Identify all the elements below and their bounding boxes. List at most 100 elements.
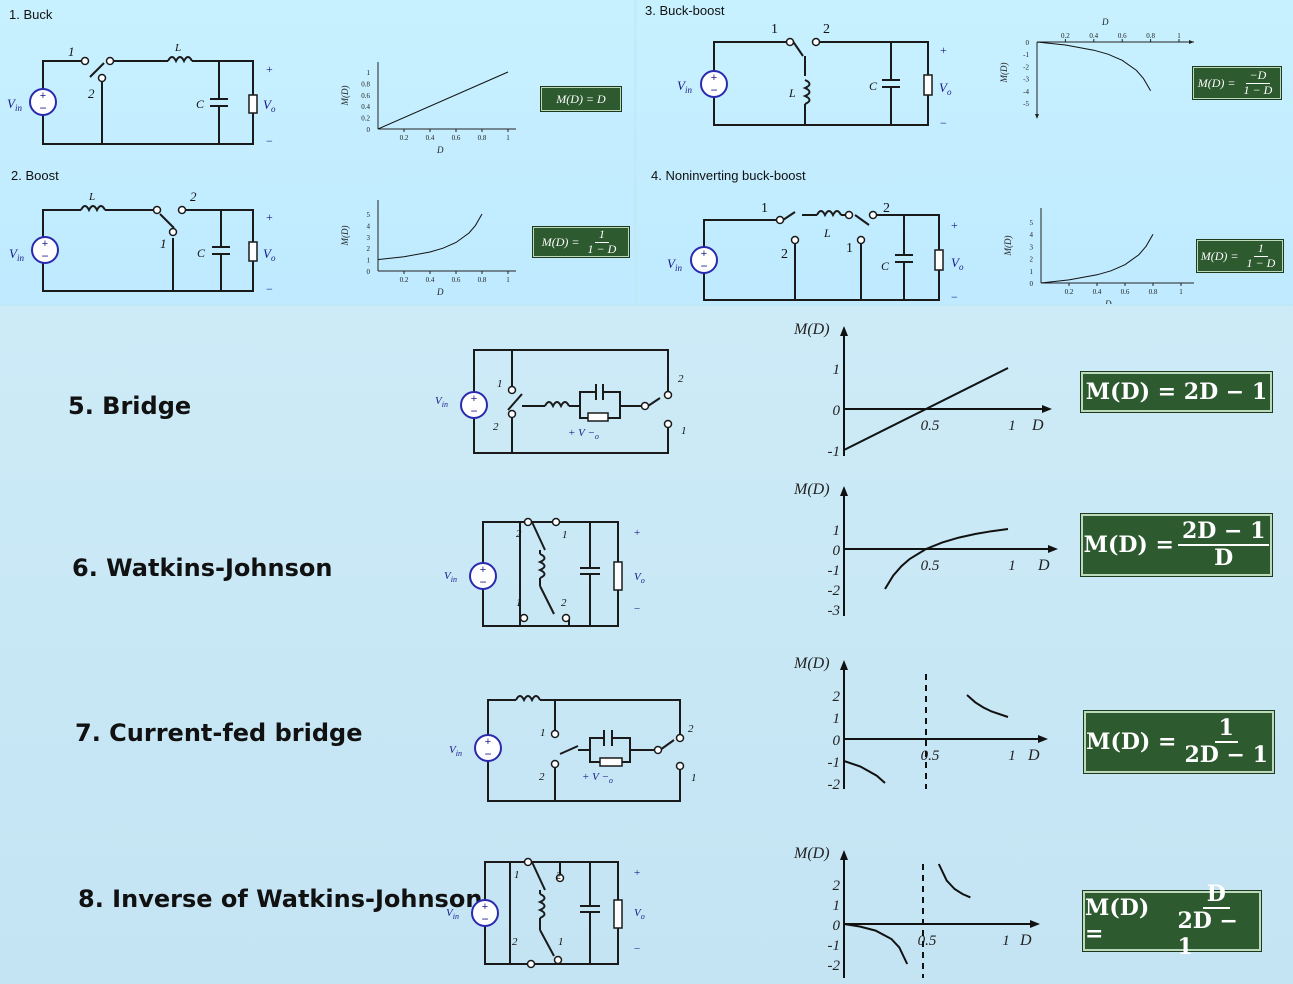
boost-inductor <box>80 205 106 213</box>
noninv-title: 4. Noninverting buck-boost <box>651 168 806 183</box>
cf-inductor <box>515 695 541 703</box>
iwj-capacitor <box>580 905 600 913</box>
x-tick-label: 0.6 <box>1121 288 1130 296</box>
x-axis-arrow <box>1042 405 1052 413</box>
ni-wire-right <box>875 214 940 250</box>
bb-capacitor <box>882 79 900 88</box>
buck-label-1: 1 <box>68 44 75 59</box>
br-label-2: 2 <box>493 421 499 433</box>
iwj-node-2b <box>526 959 536 969</box>
wj-node-1b <box>519 613 529 623</box>
cfbridge-formula: M(D) = 1 2D − 1 <box>1084 711 1274 773</box>
bb-source-icon: + − <box>700 70 728 98</box>
buck-switch-blade <box>89 62 105 78</box>
x-tick-label: 1 <box>506 134 510 142</box>
x-axis-label: D <box>1037 557 1050 574</box>
bb-vin-label: Vin <box>677 78 692 95</box>
y-axis-label: M(D) <box>340 226 350 247</box>
x-tick-label: 0.2 <box>400 276 409 284</box>
x-axis-label: D <box>1031 417 1044 434</box>
y-tick-label: -1 <box>828 444 841 460</box>
iwj-label-1: 1 <box>514 869 520 881</box>
br-label-1: 1 <box>497 378 503 390</box>
svg-text:+: + <box>701 248 707 260</box>
cf-label-2r: 2 <box>688 723 694 735</box>
wj-node-1 <box>551 517 561 527</box>
svg-text:+: + <box>485 736 491 748</box>
cf-node-1-right <box>675 761 685 771</box>
y-tick-label: 1 <box>367 257 371 265</box>
bridge-formula: M(D) = 2D − 1 <box>1081 372 1272 412</box>
y-tick-label: -3 <box>1023 76 1029 84</box>
svg-text:−: − <box>481 912 488 926</box>
cf-node-1-left <box>550 729 560 739</box>
y-tick-label: 0 <box>367 126 371 134</box>
ni-wire-bottom <box>703 270 940 301</box>
series-line-1 <box>377 213 483 261</box>
y-tick-label: 0 <box>1030 280 1034 288</box>
ni-load-resistor <box>934 249 944 271</box>
y-tick-label: 1 <box>367 69 371 77</box>
iwj-node-1b <box>553 955 563 965</box>
bb-plus: + <box>940 43 947 57</box>
cf-left-blade <box>559 745 579 755</box>
panel-buck-boost-variants: 3. Buck-boost 4. Noninverting buck-boost <box>637 0 1293 304</box>
boost-vo-label: Vo <box>263 246 276 263</box>
x-axis-arrow <box>1030 920 1040 928</box>
boost-wire-bottom <box>42 257 254 292</box>
y-tick-label: -2 <box>828 958 841 974</box>
bb-wire-top-right <box>816 41 929 75</box>
y-tick-label: -5 <box>1023 100 1029 108</box>
buck-switch-node-1 <box>80 56 90 66</box>
x-tick-label: 0.6 <box>1118 32 1127 40</box>
wj-wire-bottom <box>482 588 619 627</box>
buck-formula: M(D) = D <box>541 87 621 111</box>
ni-label-C: C <box>881 259 890 273</box>
iwj-plus: + <box>634 867 640 879</box>
buck-inductor <box>167 56 193 64</box>
iwj-switch-bottom <box>539 929 555 957</box>
buck-label-L: L <box>174 42 181 54</box>
y-tick-label: -2 <box>828 777 841 793</box>
svg-text:−: − <box>700 259 707 273</box>
y-tick-label: -3 <box>828 603 841 619</box>
boost-source-icon: + − <box>31 236 59 264</box>
boost-vin-label: Vin <box>9 246 24 263</box>
y-axis-label: M(D) <box>1003 236 1013 257</box>
boost-label-2: 2 <box>190 189 197 204</box>
wj-plus: + <box>634 527 640 539</box>
buck-boost-variant-circuits: + − + − 1 2 L C 1 2 2 1 L C Vin <box>667 22 964 304</box>
series-line-1 <box>1040 233 1154 284</box>
wj-node-2 <box>523 517 533 527</box>
x-tick-label: 0.2 <box>400 134 409 142</box>
y-tick-label: 0 <box>367 268 371 276</box>
series-line-1 <box>1036 41 1152 92</box>
y-tick-label: 0.2 <box>361 115 370 123</box>
invwatkins-formula: M(D) = D 2D − 1 <box>1083 881 1261 959</box>
wj-source-icon: + − <box>469 562 497 590</box>
cf-rc-frame <box>578 737 631 763</box>
x-tick-label: 0.8 <box>478 276 487 284</box>
ni-switch2-node-2 <box>868 210 878 220</box>
y-axis-arrow <box>1035 114 1039 119</box>
y-tick-label: -1 <box>828 563 841 579</box>
y-tick-label: -1 <box>1023 51 1029 59</box>
buck-switch-node-top <box>105 56 115 66</box>
svg-text:+: + <box>711 72 717 84</box>
buck-switch-node-2 <box>97 73 107 83</box>
svg-text:+: + <box>40 90 46 102</box>
panel-bridge-converters: 5. Bridge 6. Watkins-Johnson 7. Current-… <box>0 306 1293 984</box>
bb-label-L: L <box>788 86 796 100</box>
ni-source-icon: + − <box>690 246 718 274</box>
y-tick-label: 4 <box>367 222 371 230</box>
buck-label-C: C <box>196 97 205 111</box>
y-tick-label: 3 <box>1030 243 1034 251</box>
watkins-title: 6. Watkins-Johnson <box>72 554 333 582</box>
br-node-2-left <box>507 409 517 419</box>
buck-title: 1. Buck <box>9 7 53 22</box>
wj-label-1: 1 <box>562 529 568 541</box>
y-axis-label: M(D) <box>793 845 830 862</box>
boost-switch-node-2 <box>177 205 187 215</box>
